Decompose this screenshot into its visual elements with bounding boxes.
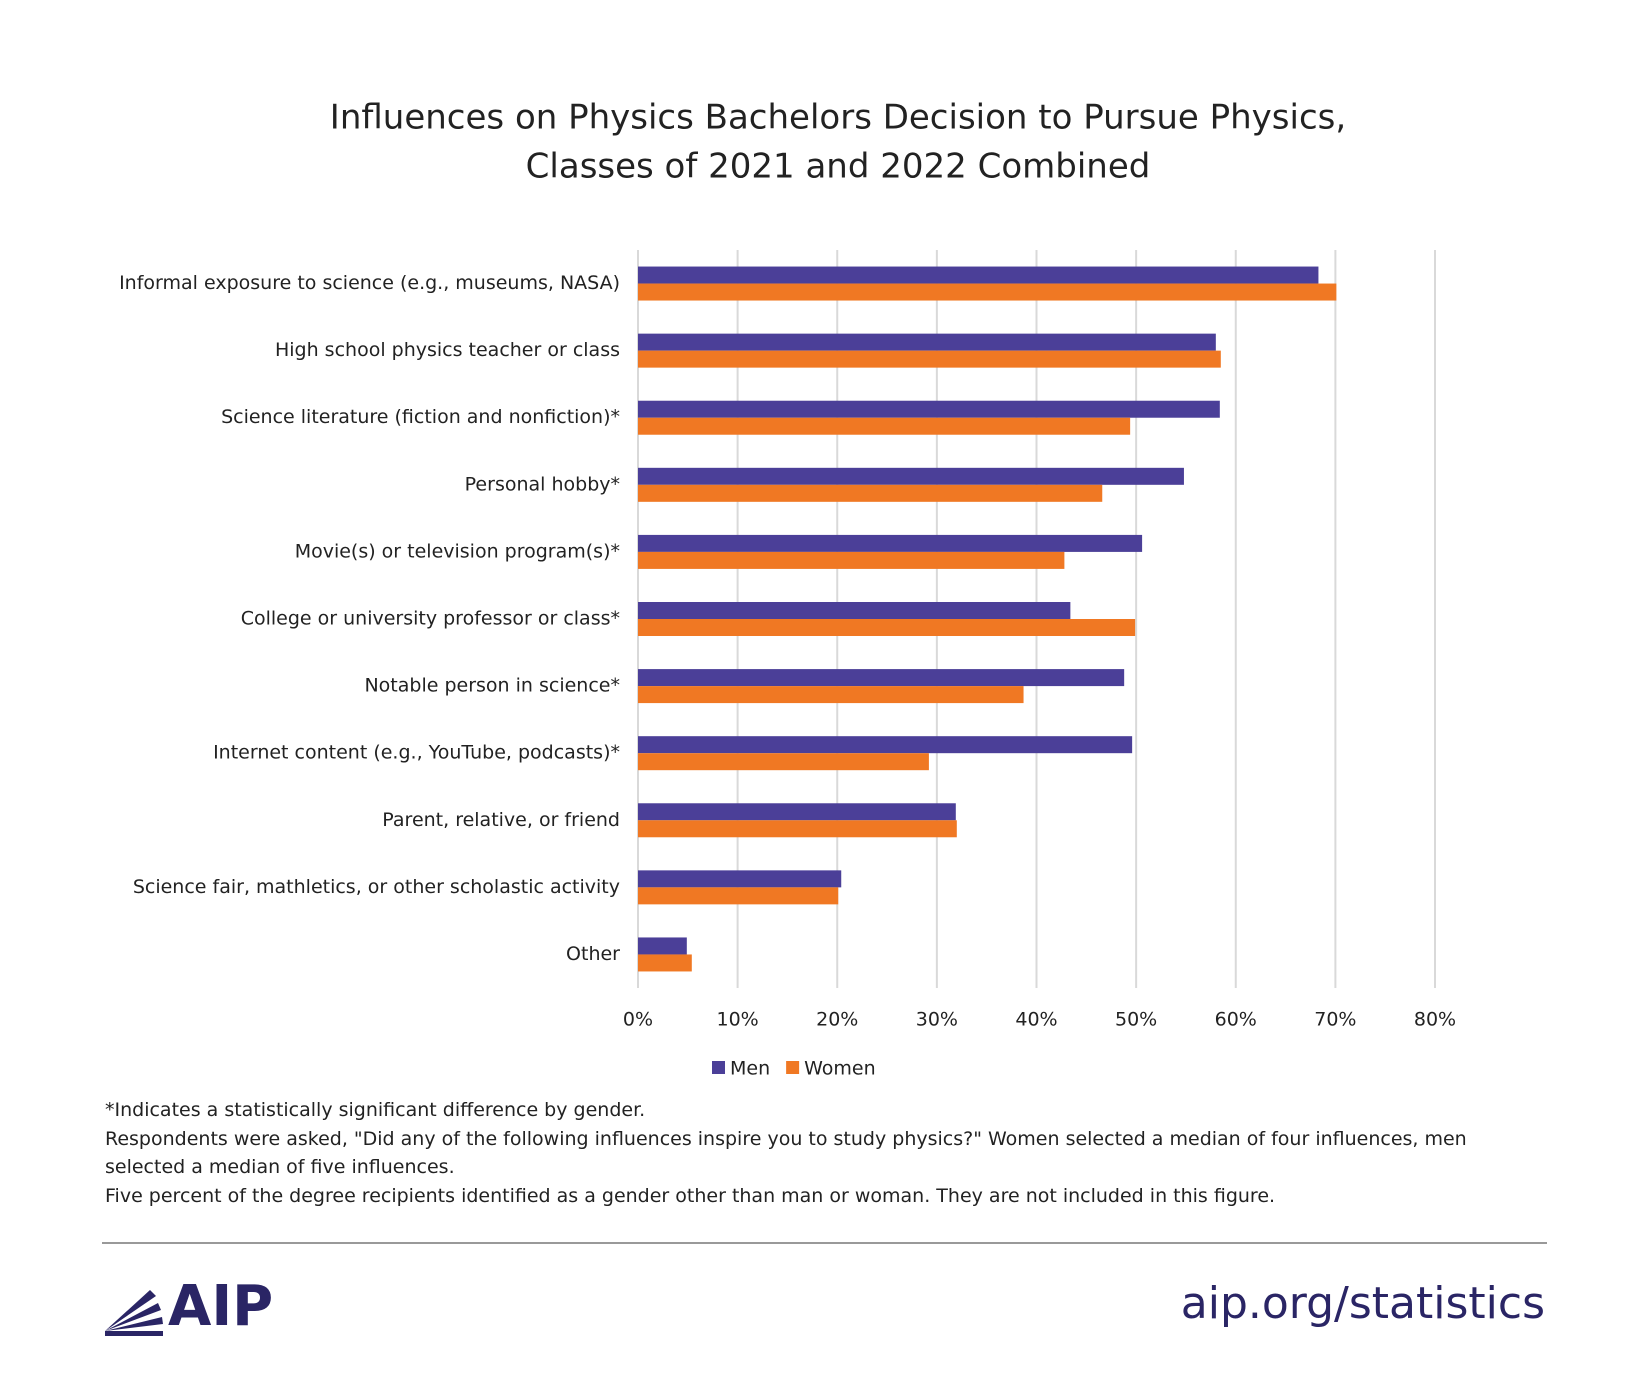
- url: aip.org/statistics: [1181, 1278, 1545, 1329]
- x-tick-label: 40%: [1015, 1009, 1057, 1031]
- y-tick-label: Internet content (e.g., YouTube, podcast…: [213, 742, 620, 764]
- y-tick-label: Notable person in science*: [364, 675, 620, 697]
- y-tick-label: High school physics teacher or class: [275, 339, 620, 361]
- logo: AIP: [168, 1274, 273, 1339]
- legend-swatch: [786, 1061, 800, 1074]
- bar: [638, 937, 687, 955]
- bar: [638, 283, 1337, 301]
- bar: [638, 870, 842, 888]
- x-tick-label: 70%: [1314, 1009, 1356, 1031]
- bar: [638, 602, 1071, 619]
- legend-swatch: [712, 1061, 725, 1074]
- bar: [638, 534, 1143, 552]
- chart-title: Influences on Physics Bachelors Decision…: [330, 98, 1346, 138]
- x-tick-label: 60%: [1215, 1009, 1257, 1031]
- notes: *Indicates a statistically significant d…: [105, 1096, 1545, 1210]
- note: Respondents were asked, "Did any of the …: [105, 1127, 1467, 1179]
- y-tick-label: Science fair, mathletics, or other schol…: [133, 876, 620, 898]
- bar: [638, 820, 957, 838]
- y-tick-label: Personal hobby*: [465, 473, 620, 495]
- x-tick-label: 20%: [816, 1009, 858, 1031]
- bar: [638, 400, 1220, 418]
- bar: [638, 803, 956, 821]
- bar: [638, 669, 1125, 687]
- legend-label: Men: [730, 1058, 770, 1080]
- logo-icon: [105, 1290, 163, 1336]
- x-tick-label: 0%: [623, 1009, 653, 1031]
- bar: [638, 551, 1065, 569]
- bar: [638, 333, 1216, 351]
- bar: [638, 753, 929, 771]
- x-tick-label: 30%: [916, 1009, 958, 1031]
- bar: [638, 350, 1221, 368]
- bar: [638, 736, 1133, 754]
- legend-label: Women: [804, 1058, 876, 1080]
- y-tick-label: Science literature (fiction and nonficti…: [221, 406, 620, 428]
- x-tick-label: 50%: [1115, 1009, 1157, 1031]
- bar: [638, 954, 692, 972]
- bar: [638, 467, 1184, 485]
- y-tick-label: Informal exposure to science (e.g., muse…: [119, 272, 620, 294]
- x-tick-label: 80%: [1414, 1009, 1456, 1031]
- bar: [638, 417, 1131, 435]
- chart-title: Classes of 2021 and 2022 Combined: [526, 147, 1151, 187]
- note: Five percent of the degree recipients id…: [105, 1184, 1276, 1207]
- bar: [638, 484, 1103, 502]
- y-tick-label: Movie(s) or television program(s)*: [295, 540, 620, 562]
- bar: [638, 887, 839, 905]
- y-tick-label: College or university professor or class…: [241, 608, 620, 630]
- bar: [638, 619, 1136, 636]
- y-tick-label: Parent, relative, or friend: [382, 809, 620, 831]
- y-tick-label: Other: [566, 943, 620, 965]
- note: *Indicates a statistically significant d…: [105, 1099, 646, 1121]
- bar: [638, 686, 1024, 704]
- bar: [638, 266, 1319, 284]
- x-tick-label: 10%: [717, 1009, 759, 1031]
